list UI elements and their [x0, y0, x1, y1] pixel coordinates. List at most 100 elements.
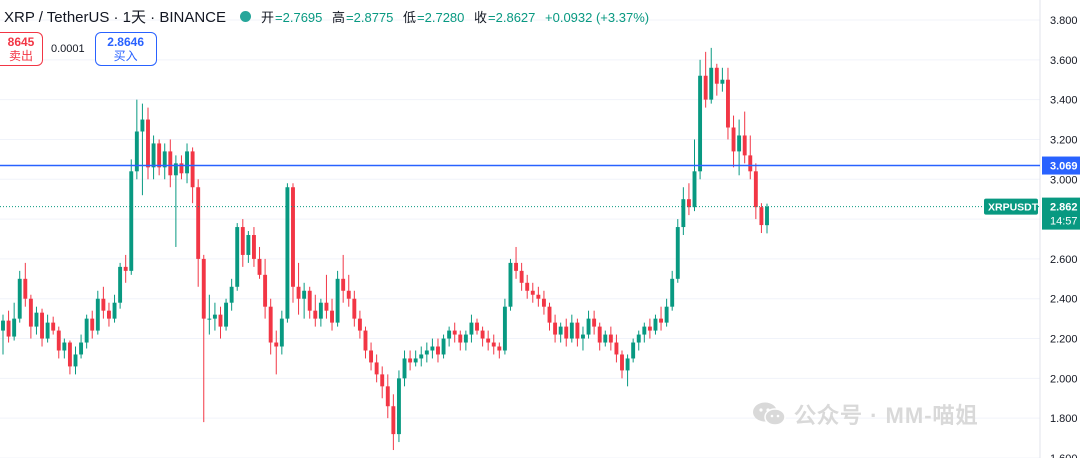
- candle-body: [608, 334, 613, 343]
- candle-body: [134, 131, 139, 172]
- candle-body: [34, 312, 39, 327]
- candle-body: [480, 330, 485, 339]
- candle-body: [12, 318, 17, 337]
- candle-body: [51, 322, 56, 331]
- candle-body: [118, 266, 123, 303]
- open-label: 开: [261, 9, 275, 25]
- candle-body: [318, 302, 323, 319]
- candle-body: [536, 294, 541, 299]
- candle-body: [101, 298, 106, 311]
- candle-body: [28, 298, 33, 327]
- candle-body: [196, 187, 201, 259]
- candle-body: [424, 350, 429, 355]
- candle-body: [146, 119, 150, 168]
- candle-body: [190, 151, 195, 188]
- candle-body: [714, 67, 719, 84]
- candle-body: [296, 286, 301, 299]
- candle-body: [737, 135, 742, 152]
- candle-body: [765, 206, 769, 226]
- y-axis-label: 2.400: [1050, 294, 1078, 306]
- candle-body: [463, 334, 468, 343]
- watermark: 公众号 · MM-喵姐: [752, 398, 979, 430]
- candle-body: [408, 358, 413, 363]
- candle-body: [681, 199, 686, 228]
- candle-body: [703, 75, 708, 100]
- candle-body: [541, 298, 546, 307]
- candle-body: [324, 302, 329, 311]
- candle-body: [240, 227, 245, 255]
- price-tag-countdown: 14:57: [1050, 216, 1078, 228]
- candle-body: [246, 235, 251, 255]
- candle-body: [748, 155, 753, 172]
- candle-body: [720, 79, 725, 84]
- candle-body: [659, 318, 663, 323]
- candle-body: [391, 406, 396, 435]
- candle-body: [692, 171, 697, 208]
- candle-body: [486, 338, 491, 343]
- candle-body: [731, 127, 736, 152]
- level-line-tag: [1042, 156, 1080, 175]
- candle-body: [553, 322, 558, 335]
- candle-body: [698, 75, 703, 172]
- candle-body: [168, 151, 173, 176]
- symbol-tag: [984, 198, 1038, 215]
- candle-body: [40, 312, 44, 339]
- candle-body: [631, 342, 636, 359]
- candle-body: [285, 187, 290, 319]
- candle-body: [586, 318, 591, 335]
- candle-body: [173, 163, 178, 176]
- candle-body: [380, 374, 385, 387]
- candle-body: [620, 354, 624, 371]
- candle-body: [73, 354, 78, 367]
- candle-body: [17, 278, 22, 319]
- candle-body: [385, 386, 390, 407]
- candle-body: [95, 298, 100, 331]
- buy-button[interactable]: 2.8646 买入: [94, 32, 157, 66]
- candle-body: [614, 342, 619, 355]
- candle-body: [23, 278, 28, 299]
- candle-body: [413, 358, 418, 363]
- candle-body: [447, 330, 452, 339]
- change-value: +0.0932 (+3.37%): [545, 9, 650, 25]
- candle-body: [352, 298, 357, 319]
- sell-button[interactable]: 8645 卖出: [0, 32, 43, 66]
- y-axis-label: 2.200: [1050, 334, 1078, 346]
- candle-body: [491, 342, 496, 347]
- y-axis-label: 2.000: [1050, 373, 1078, 385]
- candle-body: [647, 326, 652, 331]
- symbol-title[interactable]: XRP / TetherUS · 1天 · BINANCE: [4, 8, 227, 26]
- candle-body: [251, 235, 256, 259]
- candle-body: [686, 199, 691, 208]
- price-tag: [1042, 197, 1080, 230]
- candle-body: [530, 290, 535, 295]
- candle-body: [653, 318, 658, 331]
- candle-body: [402, 358, 407, 379]
- candle-body: [56, 330, 61, 351]
- low-label: 低: [403, 9, 417, 25]
- buy-label: 买入: [113, 49, 138, 63]
- high-value: =2.8775: [346, 9, 394, 25]
- close-label: 收: [474, 9, 488, 25]
- candle-body: [436, 346, 440, 355]
- candle-body: [575, 322, 580, 339]
- candle-body: [79, 342, 84, 355]
- candle-body: [475, 322, 479, 331]
- candle-body: [430, 346, 435, 351]
- candle-body: [625, 358, 630, 371]
- candle-body: [519, 270, 524, 283]
- chart-header: XRP / TetherUS · 1天 · BINANCE 开=2.7695 高…: [0, 0, 655, 32]
- candle-body: [179, 163, 184, 174]
- candle-body: [162, 151, 167, 168]
- candle-body: [670, 278, 675, 307]
- candle-body: [151, 143, 156, 168]
- candle-body: [675, 227, 680, 279]
- candle-body: [525, 282, 530, 291]
- candle-body: [564, 326, 569, 339]
- candle-body: [742, 135, 747, 156]
- market-status-icon: [240, 10, 252, 22]
- candle-body: [502, 306, 507, 351]
- close-value: =2.8627: [488, 9, 536, 25]
- candle-body: [45, 322, 50, 339]
- candle-body: [1, 320, 5, 331]
